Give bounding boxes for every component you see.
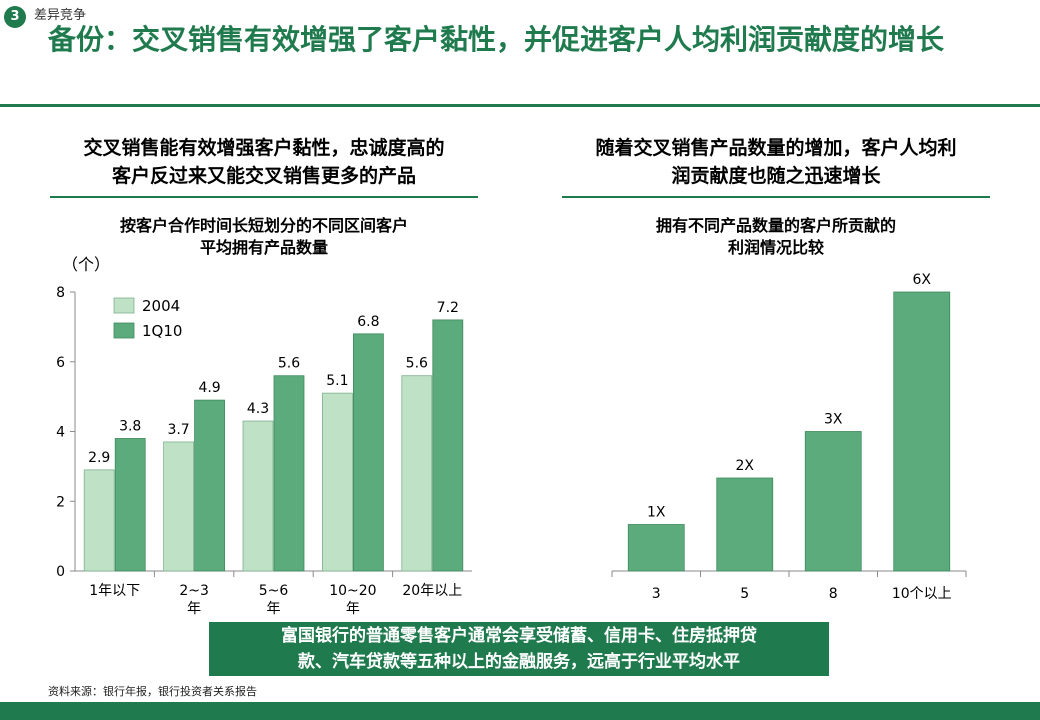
left-chart-title-line1: 按客户合作时间长短划分的不同区间客户 [119, 216, 408, 235]
right-panel-heading: 随着交叉销售产品数量的增加，客户人均利 润贡献度也随之迅速增长 [562, 134, 990, 190]
right-chart-title-line2: 利润情况比较 [727, 238, 824, 257]
y-tick-label: 0 [56, 564, 65, 580]
x-category-label: 年 [346, 601, 360, 617]
left-panel-divider [50, 196, 478, 198]
right-heading-line1: 随着交叉销售产品数量的增加，客户人均利 [595, 137, 957, 159]
x-category-label: 年 [187, 601, 201, 617]
left-chart-title: 按客户合作时间长短划分的不同区间客户 平均拥有产品数量 [50, 215, 478, 259]
callout-line2: 款、汽车贷款等五种以上的金融服务，远高于行业平均水平 [298, 652, 740, 672]
bar-profit [716, 477, 774, 572]
data-label: 3X [824, 412, 843, 428]
source-note: 资料来源：银行年报，银行投资者关系报告 [48, 685, 257, 698]
y-tick-label: 8 [56, 285, 65, 301]
data-label-2004: 5.6 [406, 356, 428, 372]
left-heading-line1: 交叉销售能有效增强客户黏性，忠诚度高的 [83, 137, 445, 159]
bar-profit [804, 431, 862, 572]
x-category-label: 1年以下 [89, 583, 140, 599]
y-axis-unit: （个） [62, 255, 111, 274]
data-label-1q10: 5.6 [278, 356, 300, 372]
data-label-1q10: 7.2 [437, 300, 459, 316]
bar-2004 [242, 420, 274, 572]
x-category-label: 5~6 [259, 583, 289, 599]
bar-profit [627, 524, 685, 572]
page-title: 备份：交叉销售有效增强了客户黏性，并促进客户人均利润贡献度的增长 [48, 23, 945, 56]
bar-1q10 [432, 319, 464, 572]
right-chart-title: 拥有不同产品数量的客户所贡献的 利润情况比较 [562, 215, 990, 259]
section-tag: 差异竞争 [34, 8, 87, 23]
right-chart-title-line1: 拥有不同产品数量的客户所贡献的 [655, 216, 896, 235]
legend-label-2004: 2004 [142, 297, 180, 315]
legend-swatch-2004 [113, 297, 135, 314]
right-bar-chart: 1X 3 2X 5 3X 8 6X 10个以上 [611, 272, 967, 602]
footer-bar [0, 702, 1040, 720]
bar-1q10 [273, 375, 305, 572]
title-divider [0, 104, 1040, 107]
x-category-label: 10个以上 [892, 586, 952, 602]
bar-2004 [321, 392, 353, 572]
x-category-label: 2~3 [179, 583, 209, 599]
bar-2004 [163, 441, 195, 572]
left-chart-title-line2: 平均拥有产品数量 [199, 238, 328, 257]
data-label-2004: 5.1 [326, 373, 348, 389]
x-category-label: 20年以上 [402, 583, 462, 599]
data-label: 1X [647, 505, 666, 521]
callout-box: 富国银行的普通零售客户通常会享受储蓄、信用卡、住房抵押贷 款、汽车贷款等五种以上… [209, 622, 829, 676]
data-label: 6X [913, 272, 932, 288]
bar-profit [893, 291, 951, 572]
legend-label-1q10: 1Q10 [142, 322, 182, 340]
right-panel-divider [562, 196, 990, 198]
bar-1q10 [194, 399, 226, 572]
data-label-1q10: 4.9 [198, 380, 220, 396]
data-label-2004: 2.9 [88, 450, 110, 466]
data-label-1q10: 3.8 [119, 418, 141, 434]
legend-swatch-1q10 [113, 322, 135, 339]
data-label-2004: 4.3 [247, 401, 269, 417]
left-heading-line2: 客户反过来又能交叉销售更多的产品 [111, 165, 416, 187]
data-label-2004: 3.7 [167, 422, 189, 438]
left-bar-chart: 0 2 4 6 8 2.9 3.8 1年以下 3.7 4.9 2~3 年 4.3 5.6 5~6 年 5.1 6.… [56, 285, 472, 617]
y-tick-label: 2 [56, 494, 65, 510]
bar-2004 [401, 375, 433, 572]
data-label-1q10: 6.8 [357, 314, 379, 330]
x-category-label: 8 [829, 586, 838, 602]
callout-line1: 富国银行的普通零售客户通常会享受储蓄、信用卡、住房抵押贷 [281, 626, 757, 646]
x-category-label: 10~20 [329, 583, 376, 599]
bar-1q10 [352, 333, 384, 572]
right-heading-line2: 润贡献度也随之迅速增长 [671, 165, 881, 187]
bar-2004 [83, 469, 115, 572]
section-badge: 3 [4, 6, 26, 28]
x-category-label: 5 [740, 586, 749, 602]
data-label: 2X [736, 458, 755, 474]
x-category-label: 3 [652, 586, 661, 602]
bar-1q10 [114, 438, 146, 572]
left-panel-heading: 交叉销售能有效增强客户黏性，忠诚度高的 客户反过来又能交叉销售更多的产品 [50, 134, 478, 190]
y-tick-label: 4 [56, 425, 65, 441]
y-tick-label: 6 [56, 355, 65, 371]
x-category-label: 年 [267, 601, 281, 617]
